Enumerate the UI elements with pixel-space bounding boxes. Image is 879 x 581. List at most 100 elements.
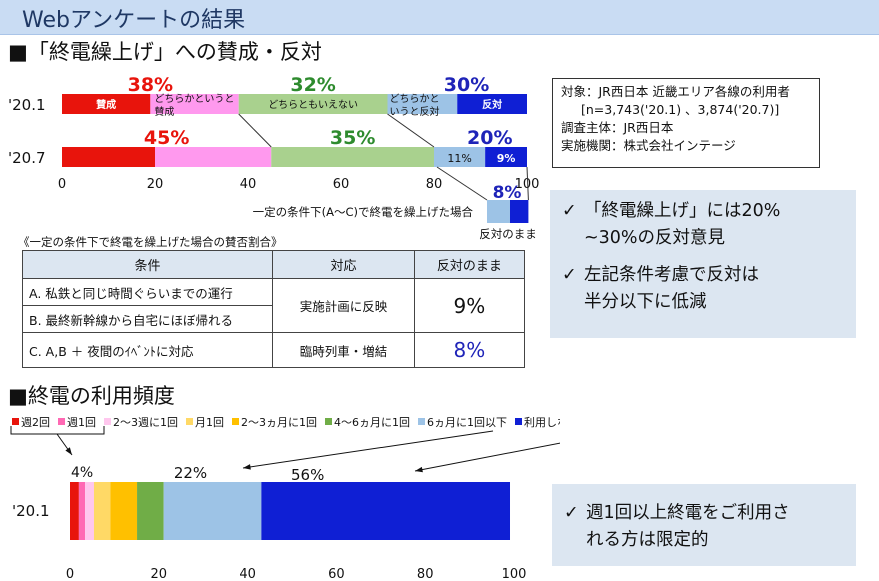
segment-label: どちらともいえない [268,99,358,111]
bar-segment [387,94,458,114]
sub-bar-segment [510,200,529,223]
legend-label: 2～3ヵ月に1回 [241,416,317,429]
x-tick-label: 80 [417,567,434,581]
segment-label: 賛成 [154,105,174,118]
legend-swatch [325,418,332,425]
legend-label: 月1回 [195,416,224,429]
info-agency: 実施機関：株式会社インテージ [561,138,736,153]
group-percent-label: 20% [467,127,512,149]
connector-line [526,166,529,201]
note-text: 「終電繰上げ」には20% ~30%の反対意見 [584,201,781,248]
legend-label: 週2回 [21,416,50,429]
response-c: 臨時列車・増結 [272,332,415,368]
section-title-approval: ■「終電繰上げ」への賛成・反対 [8,40,322,64]
annotation-arrowhead [415,466,423,473]
bar-segment [70,482,79,540]
legend-swatch [104,418,111,425]
bar-segment [261,482,511,540]
segment-label: いうと反対 [390,105,440,118]
x-tick-label: 80 [426,177,443,192]
bar-segment [485,147,527,167]
bar-segment [238,94,388,114]
condition-a: A. 私鉄と同じ時間ぐらいまでの運行 [21,278,274,306]
table-row: A. 私鉄と同じ時間ぐらいまでの運行 実施計画に反映 9% [21,278,526,333]
condition-c: C. A,B ＋ 夜間のｲﾍﾞﾝﾄに対応 [21,332,274,368]
condition-b: B. 最終新幹線から自宅にほぼ帰れる [21,305,274,333]
legend-swatch [58,418,65,425]
group-percent-label: 32% [290,74,335,96]
annotation-label: 22% [174,464,207,482]
header-remaining-opposed: 反対のまま [413,250,526,279]
table-header-row: 条件 対応 反対のまま [21,250,526,279]
header-bar [0,0,879,35]
result-c: 8% [413,332,526,368]
response-ab: 実施計画に反映 [272,278,415,333]
group-percent-label: 35% [330,127,375,149]
sub-bar-bottom-label: 反対のまま [479,227,537,241]
bar-segment [271,147,434,167]
annotation-arrowhead [243,464,251,470]
page-title: Webアンケートの結果 [22,8,246,33]
sub-bar-percent-label: 8% [493,183,522,203]
x-tick-label: 0 [58,177,66,192]
table-row: B. 最終新幹線から自宅にほぼ帰れる [21,305,525,333]
section-title-frequency: ■終電の利用頻度 [8,384,175,408]
segment-label: 反対 [482,98,502,111]
note-item: ✓ 左記条件考慮で反対は 半分以下に低減 [562,262,844,316]
bar-segment [93,482,111,540]
annotation-arrow [414,442,560,472]
category-label: '20.7 [8,149,46,167]
sub-bar-caption: 一定の条件下(A～C)で終電を繰上げた場合 [253,205,474,219]
x-tick-label: 20 [147,177,164,192]
notes-frequency: ✓ 週1回以上終電をご利用さ れる方は限定的 [552,484,856,566]
legend-swatch [418,418,425,425]
group-percent-label: 45% [144,127,189,149]
header-response: 対応 [272,250,415,279]
info-target: 対象：JR西日本 近畿エリア各線の利用者 [561,84,790,99]
bar-segment [457,94,527,114]
note-text: 左記条件考慮で反対は 半分以下に低減 [584,265,759,312]
bar-segment [62,94,151,114]
check-icon: ✓ [562,265,577,285]
legend-swatch [232,418,239,425]
legend-label: 週1回 [67,416,96,429]
bar-segment [110,482,138,540]
bar-segment [85,482,94,540]
annotation-arrowhead [65,447,72,455]
notes-approval: ✓ 「終電繰上げ」には20% ~30%の反対意見 ✓ 左記条件考慮で反対は 半分… [550,190,856,338]
category-label: '20.1 [12,502,50,520]
annotation-arrow [242,430,494,469]
approval-chart: '20.1'20.7賛成どちらかというと賛成どちらともいえないどちらかというと反… [8,74,539,241]
bar-segment [155,147,272,167]
note-text: 週1回以上終電をご利用さ れる方は限定的 [586,503,790,550]
annotation-label: 56% [291,466,324,484]
segment-label: 11% [447,152,471,165]
category-label: '20.1 [8,96,46,114]
segment-label: どちらかというと [154,93,234,105]
group-percent-label: 30% [444,74,489,96]
x-tick-label: 100 [502,567,527,581]
survey-info-box: 対象：JR西日本 近畿エリア各線の利用者 [n=3,743('20.1) 、3,… [552,78,820,168]
note-item: ✓ 「終電繰上げ」には20% ~30%の反対意見 [562,198,844,252]
info-surveyor: 調査主体：JR西日本 [561,120,674,135]
x-tick-label: 0 [66,567,74,581]
bar-segment [150,94,239,114]
legend-label: 2～3週に1回 [113,416,178,429]
x-tick-label: 60 [333,177,350,192]
connector-line [436,166,488,201]
legend-swatch [186,418,193,425]
check-icon: ✓ [562,201,577,221]
legend-swatch [515,418,522,425]
conditions-caption: 《一定の条件下で終電を繰上げた場合の賛否割合》 [18,235,283,249]
bar-segment [137,482,164,540]
legend-swatch [12,418,19,425]
note-item: ✓ 週1回以上終電をご利用さ れる方は限定的 [564,500,844,554]
connector-line [387,113,435,148]
x-tick-label: 40 [240,177,257,192]
header-condition: 条件 [21,250,274,279]
segment-label: 9% [497,152,516,165]
legend-label: 利用しない [524,416,560,429]
group-percent-label: 38% [128,74,173,96]
segment-label: どちらかと [390,93,440,105]
segment-label: 賛成 [96,98,116,111]
